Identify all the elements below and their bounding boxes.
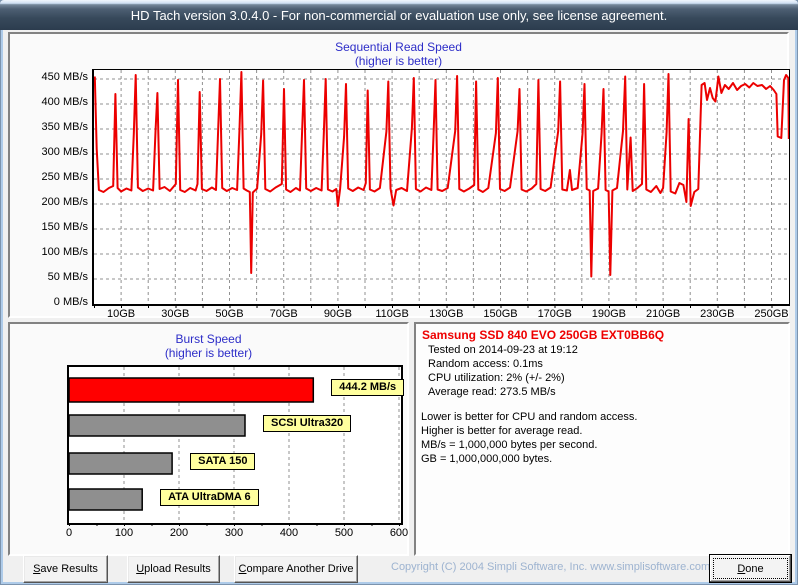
upload-results-button[interactable]: Upload Results xyxy=(127,555,220,583)
seq-x-tick-label: 90GB xyxy=(323,308,352,320)
seq-y-tick-label: 250 MB/s xyxy=(41,171,88,183)
sequential-read-panel: Sequential Read Speed (higher is better)… xyxy=(8,32,790,320)
drive-name: Samsung SSD 840 EVO 250GB EXT0BB6Q xyxy=(422,328,665,342)
seq-x-tick-label: 230GB xyxy=(700,308,735,320)
seq-y-tick-label: 300 MB/s xyxy=(41,146,88,158)
sequential-x-axis-ticks xyxy=(94,305,789,308)
done-label: Done xyxy=(737,562,764,575)
window-title: HD Tach version 3.0.4.0 - For non-commer… xyxy=(130,7,668,23)
burst-bar-tag: ATA UltraDMA 6 xyxy=(160,488,259,506)
burst-x-tick-label: 200 xyxy=(169,527,189,539)
seq-x-tick-label: 210GB xyxy=(645,308,681,320)
compare-another-drive-button[interactable]: Compare Another Drive xyxy=(234,555,358,583)
seq-x-tick-label: 110GB xyxy=(375,308,409,320)
sequential-chart-title: Sequential Read Speed xyxy=(335,40,462,54)
burst-x-tick-label: 0 xyxy=(65,527,73,539)
burst-x-tick-label: 300 xyxy=(224,527,244,539)
seq-y-tick-label: 50 MB/s xyxy=(47,271,88,283)
burst-bar-tag: SCSI Ultra320 xyxy=(263,414,352,432)
seq-x-tick-label: 170GB xyxy=(537,308,572,320)
done-button[interactable]: Done xyxy=(709,554,792,583)
result-notes: Lower is better for CPU and random acces… xyxy=(421,411,638,465)
seq-x-tick-label: 130GB xyxy=(429,308,464,320)
burst-bar-tag: 444.2 MB/s xyxy=(331,379,405,396)
sequential-read-line-chart xyxy=(93,70,790,304)
burst-x-tick-label: 400 xyxy=(279,527,299,539)
burst-x-axis-ticks xyxy=(69,523,401,526)
seq-y-tick-label: 100 MB/s xyxy=(41,246,88,258)
sequential-plot-area xyxy=(92,69,790,306)
seq-y-tick-label: 150 MB/s xyxy=(41,221,88,233)
burst-bar-tag: SATA 150 xyxy=(190,452,256,470)
copyright-text: Copyright (C) 2004 Simpli Software, Inc.… xyxy=(391,561,711,573)
burst-x-tick-label: 100 xyxy=(114,527,134,539)
save-results-label: Save Results xyxy=(33,563,98,575)
seq-x-tick-label: 30GB xyxy=(161,308,190,320)
save-results-button[interactable]: Save Results xyxy=(23,555,108,583)
sequential-chart-subtitle: (higher is better) xyxy=(354,54,443,68)
seq-y-tick-label: 0 MB/s xyxy=(53,296,88,308)
drive-details: Tested on 2014-09-23 at 19:12 Random acce… xyxy=(428,344,578,398)
burst-chart-title: Burst Speed xyxy=(175,332,242,346)
seq-y-tick-label: 450 MB/s xyxy=(41,71,88,83)
seq-x-tick-label: 10GB xyxy=(107,308,136,320)
compare-another-drive-label: Compare Another Drive xyxy=(238,563,354,575)
seq-y-tick-label: 350 MB/s xyxy=(41,121,88,133)
seq-x-tick-label: 50GB xyxy=(215,308,244,320)
burst-chart-subtitle: (higher is better) xyxy=(164,346,253,360)
seq-x-tick-label: 190GB xyxy=(591,308,627,320)
seq-x-tick-label: 150GB xyxy=(483,308,518,320)
dialog-client-area: Sequential Read Speed (higher is better)… xyxy=(3,30,795,583)
seq-y-tick-label: 200 MB/s xyxy=(41,196,88,208)
burst-x-tick-label: 500 xyxy=(334,527,354,539)
drive-info-panel: Samsung SSD 840 EVO 250GB EXT0BB6Q Teste… xyxy=(414,322,790,556)
upload-results-label: Upload Results xyxy=(136,563,211,575)
seq-x-tick-label: 250GB xyxy=(754,308,789,320)
seq-y-tick-label: 400 MB/s xyxy=(41,96,88,108)
seq-x-tick-label: 70GB xyxy=(269,308,298,320)
burst-speed-panel: Burst Speed (higher is better) 0 100 200 30… xyxy=(8,322,409,556)
title-bar: HD Tach version 3.0.4.0 - For non-commer… xyxy=(0,0,798,30)
burst-x-tick-label: 600 xyxy=(389,527,409,539)
